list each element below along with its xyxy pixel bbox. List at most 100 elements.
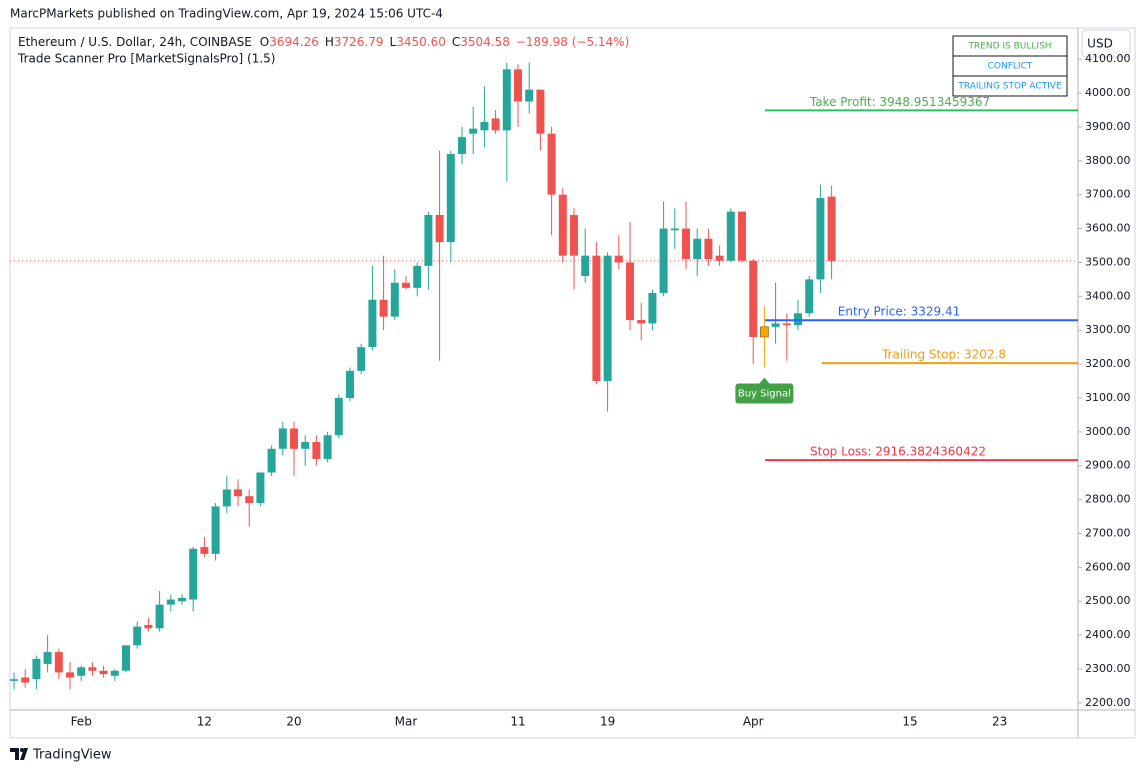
candle-body [166,599,175,605]
logo-dot [20,748,24,752]
candle-body [749,260,758,337]
candle-body [670,228,679,231]
ohlc-prefix: C [452,35,460,49]
ohlc-prefix: L [390,35,397,49]
candle-body [413,265,422,288]
y-tick-label: 3400.00 [1085,289,1131,302]
candle-body [21,677,30,683]
candle-body [458,137,466,155]
candle-body [211,506,220,554]
x-tick-label: 19 [600,715,615,729]
y-tick-label: 2400.00 [1085,628,1131,641]
x-tick-label: 23 [992,715,1007,729]
y-tick-label: 2900.00 [1085,459,1131,472]
candle-body [301,442,310,449]
candle-body [189,548,198,600]
candle-body [424,215,433,266]
candle-body [357,347,366,371]
ohlc-value: 3504.58 [460,35,510,49]
indicator-name: Trade Scanner Pro [MarketSignalsPro] (1.… [17,52,275,66]
candle-body [245,496,254,503]
candle-body [525,89,534,102]
currency-label[interactable]: USD [1087,37,1113,51]
candle-body [312,442,321,459]
candle-body [346,370,354,398]
candle-body [10,679,18,681]
candle-body [726,211,735,261]
candle-body [480,121,489,131]
x-tick-label: Feb [71,715,92,729]
candle-body [536,89,545,134]
candle-body [435,215,444,243]
frame [9,27,1136,739]
candle-body [256,472,265,503]
change: −189.98 (−5.14%) [516,35,629,49]
candle-body [514,69,522,102]
y-tick-label: 3900.00 [1085,120,1131,133]
x-tick-label: 12 [197,715,212,729]
level-label: Take Profit: 3948.9513459367 [809,95,990,109]
candle-body [626,262,634,321]
candle-body [379,299,388,317]
candle-body [446,154,455,243]
status-text: CONFLICT [988,62,1033,72]
y-tick-label: 3800.00 [1085,154,1131,167]
ohlc-value: 3450.60 [396,35,446,49]
candle-body [110,670,119,676]
candle-body [43,652,52,664]
candle-body [77,667,86,676]
candle-body [637,320,646,324]
x-tick-label: Apr [743,715,764,729]
ohlc-value: 3694.26 [269,35,319,49]
candle-body [570,215,578,256]
y-tick-label: 2300.00 [1085,662,1131,675]
symbol-legend: Ethereum / U.S. Dollar, 24h, COINBASE O36… [18,35,629,49]
candle-body [390,282,399,317]
candle-body [659,228,668,293]
candle-body [760,326,769,338]
y-tick-label: 2200.00 [1085,696,1131,709]
candle-body [816,198,825,280]
y-tick-label: 2500.00 [1085,594,1131,607]
status-text: TREND IS BULLISH [967,42,1051,52]
candle-body [155,604,164,629]
candle-body [222,489,231,507]
x-tick-label: 11 [510,715,525,729]
candle-body [32,658,41,680]
candle-body [200,547,209,554]
x-tick-label: 20 [286,715,301,729]
signal-label: Buy Signal [738,388,791,399]
y-tick-label: 3000.00 [1085,425,1131,438]
y-tick-label: 2600.00 [1085,560,1131,573]
candle-body [278,428,287,449]
candle-body [290,428,298,449]
candle-body [491,118,500,131]
ohlc-prefix: O [260,35,269,49]
symbol-title: Ethereum / U.S. Dollar, 24h, COINBASE [18,35,252,49]
candle-body [122,645,130,671]
candle-body [88,667,97,671]
ohlc-prefix: H [325,35,334,49]
candle-body [827,196,836,261]
candle-body [234,489,242,497]
y-tick-label: 3700.00 [1085,188,1131,201]
level-label: Entry Price: 3329.41 [838,305,961,319]
currency-button[interactable] [1081,29,1131,58]
candle-body [771,323,780,327]
candle-body [402,282,410,288]
status-text: TRAILING STOP ACTIVE [957,82,1062,92]
candle-body [682,228,690,260]
candle-body [267,448,276,473]
candle-body [603,255,612,382]
candle-body [334,397,343,436]
candle-body [614,255,623,263]
candle-body [648,292,657,324]
level-label: Trailing Stop: 3202.8 [881,348,1006,362]
level-label: Stop Loss: 2916.3824360422 [810,445,986,459]
candle-body [99,670,108,675]
y-tick-label: 3500.00 [1085,255,1131,268]
ohlc-value: 3726.79 [334,35,384,49]
candle-body [782,323,791,326]
candle-body [133,626,142,646]
